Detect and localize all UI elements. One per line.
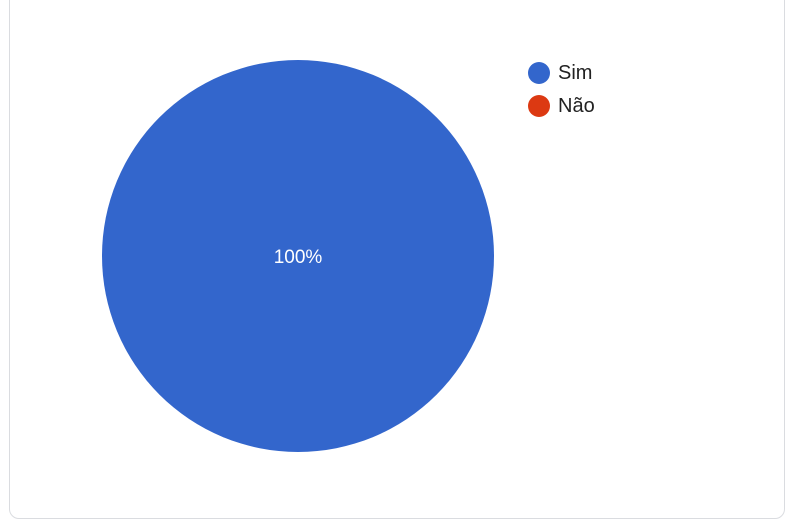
chart-legend: Sim Não — [528, 56, 595, 122]
legend-item-sim[interactable]: Sim — [528, 56, 595, 89]
legend-swatch-nao — [528, 94, 550, 117]
legend-swatch-sim — [528, 61, 550, 84]
legend-item-nao[interactable]: Não — [528, 89, 595, 122]
legend-label-nao: Não — [558, 94, 595, 117]
legend-label-sim: Sim — [558, 61, 593, 84]
pie-slice-sim[interactable] — [102, 60, 494, 452]
pie-slice-sim-label: 100% — [274, 247, 323, 268]
